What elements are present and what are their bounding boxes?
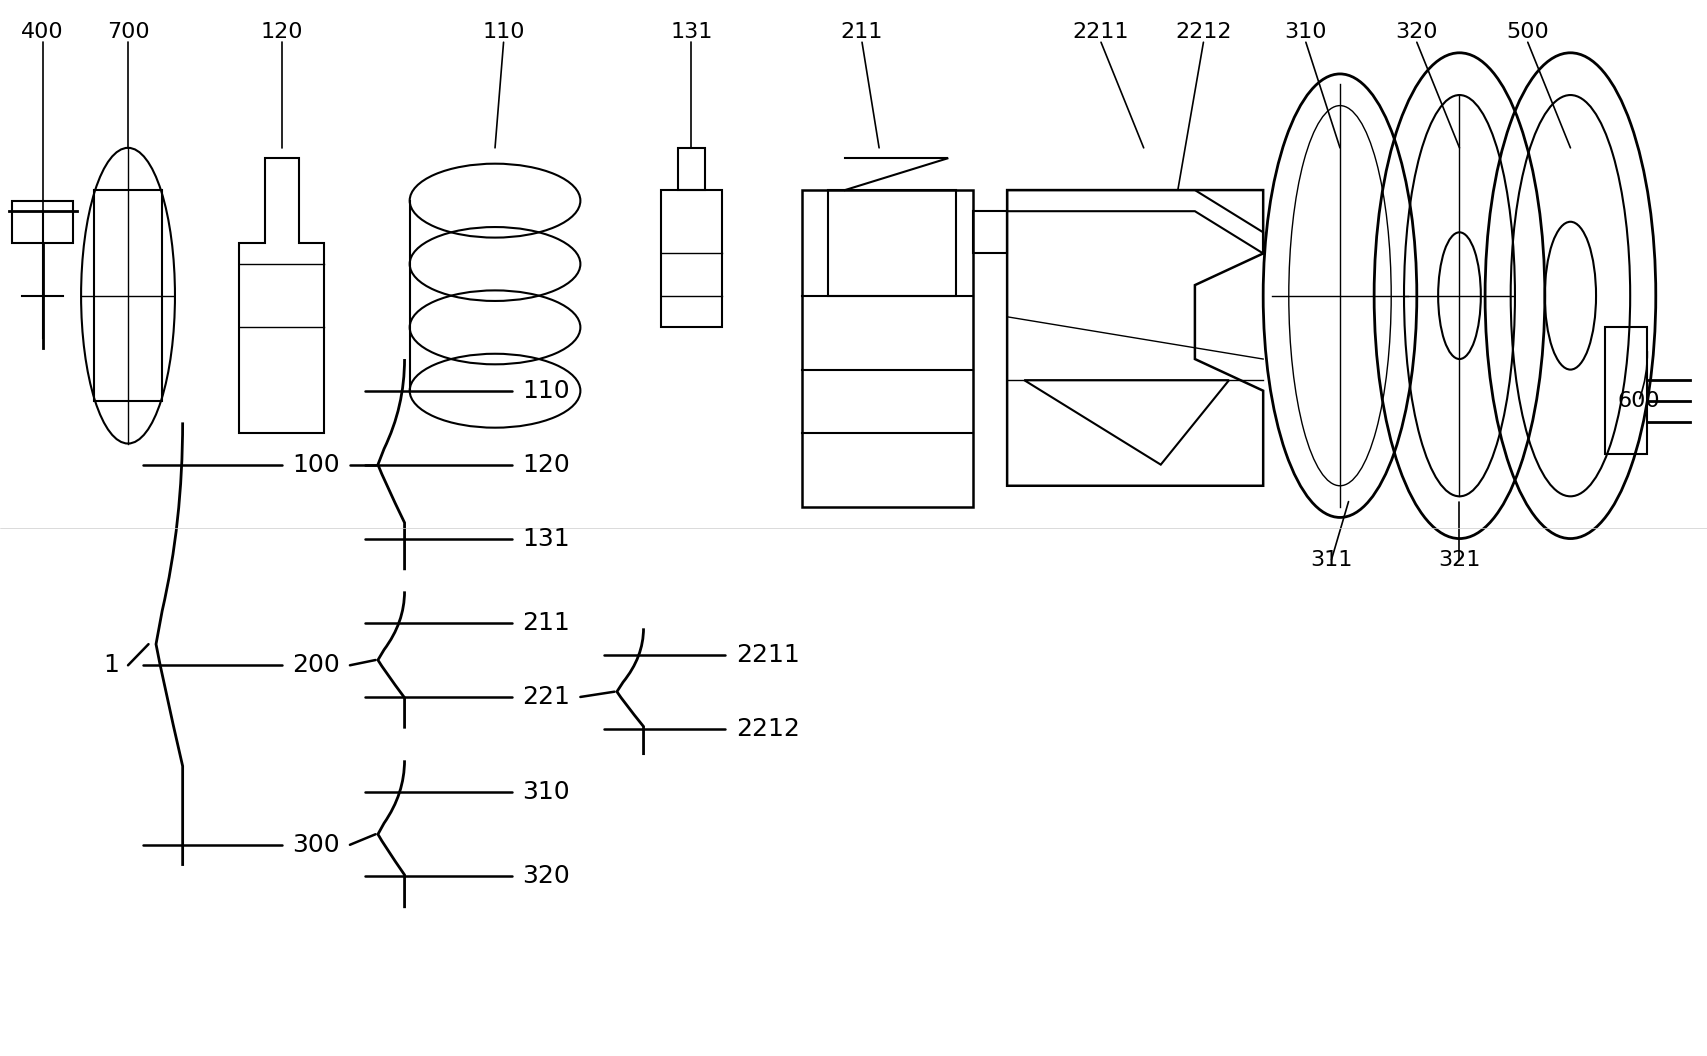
Text: 700: 700	[108, 22, 149, 41]
Text: 310: 310	[522, 780, 570, 804]
Text: 200: 200	[292, 654, 340, 677]
Text: 1: 1	[102, 654, 119, 677]
Text: 110: 110	[522, 379, 570, 402]
Text: 2212: 2212	[1174, 22, 1232, 41]
Text: 400: 400	[22, 22, 63, 41]
Text: 320: 320	[1396, 22, 1437, 41]
Text: 2212: 2212	[736, 717, 801, 740]
Text: 131: 131	[671, 22, 712, 41]
Text: 310: 310	[1285, 22, 1326, 41]
Text: 120: 120	[261, 22, 302, 41]
Text: 600: 600	[1618, 392, 1659, 411]
Text: 500: 500	[1506, 22, 1550, 41]
Text: 120: 120	[522, 453, 570, 476]
Text: 110: 110	[483, 22, 524, 41]
Text: 300: 300	[292, 833, 340, 856]
Text: 211: 211	[522, 611, 570, 635]
Text: 321: 321	[1439, 550, 1480, 569]
Text: 100: 100	[292, 453, 340, 476]
Text: 311: 311	[1311, 550, 1352, 569]
Text: 2211: 2211	[1072, 22, 1130, 41]
Text: 211: 211	[842, 22, 883, 41]
Text: 221: 221	[522, 685, 570, 709]
Text: 131: 131	[522, 527, 570, 550]
Text: 2211: 2211	[736, 643, 801, 666]
Text: 320: 320	[522, 865, 570, 888]
